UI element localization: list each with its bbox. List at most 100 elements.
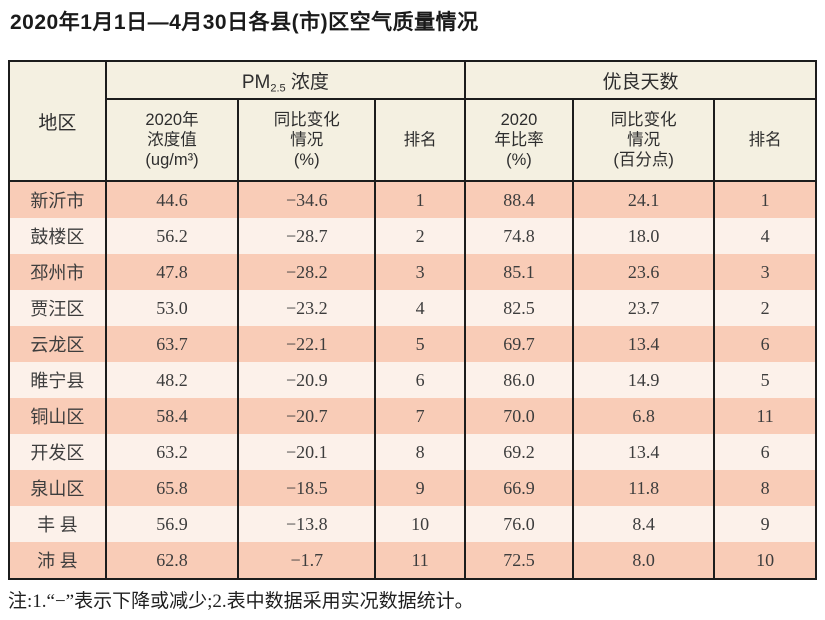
table-row: 睢宁县 48.2 −20.9 6 86.0 14.9 5 [8, 362, 817, 398]
days-ratio-cell: 85.1 [463, 254, 575, 290]
days-change-cell: 23.7 [572, 290, 716, 326]
days-ratio-cell: 86.0 [463, 362, 575, 398]
pm-change-cell: −1.7 [237, 542, 377, 579]
days-rank-cell: 2 [713, 290, 817, 326]
pm-rank-column-header: 排名 [374, 98, 466, 182]
footnote: 注:1.“−”表示下降或减少;2.表中数据采用实况数据统计。 [8, 591, 474, 612]
days-rank-cell: 9 [713, 506, 817, 542]
pm-value-column-header: 2020年 浓度值 (ug/m³) [104, 98, 240, 182]
days-ratio-cell: 66.9 [463, 470, 575, 506]
pm-value-cell: 65.8 [104, 470, 240, 506]
region-cell: 沛 县 [8, 542, 107, 579]
pm-change-cell: −13.8 [237, 506, 377, 542]
pm-rank-cell: 4 [374, 290, 466, 326]
region-cell: 邳州市 [8, 254, 107, 290]
pm-rank-cell: 2 [374, 218, 466, 254]
days-rank-cell: 3 [713, 254, 817, 290]
pm-value-cell: 53.0 [104, 290, 240, 326]
days-change-cell: 11.8 [572, 470, 716, 506]
days-rank-cell: 1 [713, 181, 817, 218]
table-row: 铜山区 58.4 −20.7 7 70.0 6.8 11 [8, 398, 817, 434]
pm-value-cell: 56.2 [104, 218, 240, 254]
region-cell: 睢宁县 [8, 362, 107, 398]
table-row: 泉山区 65.8 −18.5 9 66.9 11.8 8 [8, 470, 817, 506]
pm-change-column-header: 同比变化 情况 (%) [237, 98, 377, 182]
days-change-cell: 24.1 [572, 181, 716, 218]
table-row: 开发区 63.2 −20.1 8 69.2 13.4 6 [8, 434, 817, 470]
days-change-column-header: 同比变化 情况 (百分点) [572, 98, 716, 182]
table-row: 新沂市 44.6 −34.6 1 88.4 24.1 1 [8, 181, 817, 218]
days-ratio-column-header: 2020 年比率 (%) [463, 98, 575, 182]
table-row: 沛 县 62.8 −1.7 11 72.5 8.0 10 [8, 542, 817, 579]
days-ratio-cell: 76.0 [463, 506, 575, 542]
pm25-group-suffix: 浓度 [285, 71, 329, 93]
days-change-cell: 13.4 [572, 326, 716, 362]
pm-rank-cell: 10 [374, 506, 466, 542]
pm-rank-cell: 8 [374, 434, 466, 470]
days-rank-cell: 5 [713, 362, 817, 398]
pm-change-cell: −23.2 [237, 290, 377, 326]
region-cell: 泉山区 [8, 470, 107, 506]
days-ratio-cell: 82.5 [463, 290, 575, 326]
table-row: 邳州市 47.8 −28.2 3 85.1 23.6 3 [8, 254, 817, 290]
table-row: 贾汪区 53.0 −23.2 4 82.5 23.7 2 [8, 290, 817, 326]
pm-rank-cell: 6 [374, 362, 466, 398]
days-change-cell: 8.0 [572, 542, 716, 579]
region-cell: 丰 县 [8, 506, 107, 542]
region-cell: 新沂市 [8, 181, 107, 218]
days-rank-cell: 4 [713, 218, 817, 254]
table-row: 丰 县 56.9 −13.8 10 76.0 8.4 9 [8, 506, 817, 542]
table-body: 新沂市 44.6 −34.6 1 88.4 24.1 1 鼓楼区 56.2 −2… [8, 181, 817, 579]
days-change-cell: 14.9 [572, 362, 716, 398]
pm25-label: PM [241, 71, 271, 93]
table-row: 鼓楼区 56.2 −28.7 2 74.8 18.0 4 [8, 218, 817, 254]
pm-change-cell: −20.1 [237, 434, 377, 470]
region-cell: 贾汪区 [8, 290, 107, 326]
pm-value-cell: 63.7 [104, 326, 240, 362]
days-ratio-cell: 70.0 [463, 398, 575, 434]
days-change-cell: 18.0 [572, 218, 716, 254]
days-rank-cell: 10 [713, 542, 817, 579]
pm-value-cell: 48.2 [104, 362, 240, 398]
air-quality-table: 地区 PM2.5 浓度 优良天数 2020年 浓度值 (ug/m³) 同比变化 … [8, 60, 818, 580]
pm-change-cell: −18.5 [237, 470, 377, 506]
pm-rank-cell: 1 [374, 181, 466, 218]
region-cell: 铜山区 [8, 398, 107, 434]
good-days-group-header: 优良天数 [463, 60, 818, 100]
pm-rank-cell: 11 [374, 542, 466, 579]
pm25-group-header: PM2.5 浓度 [104, 60, 466, 100]
pm-value-cell: 58.4 [104, 398, 240, 434]
region-column-header: 地区 [8, 60, 107, 182]
pm-value-cell: 62.8 [104, 542, 240, 579]
days-ratio-cell: 72.5 [463, 542, 575, 579]
days-ratio-cell: 74.8 [463, 218, 575, 254]
table-row: 云龙区 63.7 −22.1 5 69.7 13.4 6 [8, 326, 817, 362]
days-ratio-cell: 88.4 [463, 181, 575, 218]
region-cell: 开发区 [8, 434, 107, 470]
pm-change-cell: −28.2 [237, 254, 377, 290]
pm25-subscript: 2.5 [270, 81, 286, 94]
group-header-row: 地区 PM2.5 浓度 优良天数 [8, 60, 818, 182]
pm-value-cell: 56.9 [104, 506, 240, 542]
pm-rank-cell: 3 [374, 254, 466, 290]
pm-change-cell: −22.1 [237, 326, 377, 362]
pm-change-cell: −34.6 [237, 181, 377, 218]
region-cell: 鼓楼区 [8, 218, 107, 254]
pm-value-cell: 44.6 [104, 181, 240, 218]
pm-change-cell: −20.7 [237, 398, 377, 434]
pm-change-cell: −28.7 [237, 218, 377, 254]
region-cell: 云龙区 [8, 326, 107, 362]
page-title: 2020年1月1日—4月30日各县(市)区空气质量情况 [10, 11, 479, 34]
pm-value-cell: 47.8 [104, 254, 240, 290]
days-rank-cell: 6 [713, 326, 817, 362]
days-rank-cell: 8 [713, 470, 817, 506]
pm-rank-cell: 5 [374, 326, 466, 362]
pm-change-cell: −20.9 [237, 362, 377, 398]
days-ratio-cell: 69.7 [463, 326, 575, 362]
days-change-cell: 8.4 [572, 506, 716, 542]
days-rank-column-header: 排名 [713, 98, 817, 182]
pm-rank-cell: 9 [374, 470, 466, 506]
days-change-cell: 23.6 [572, 254, 716, 290]
days-rank-cell: 11 [713, 398, 817, 434]
